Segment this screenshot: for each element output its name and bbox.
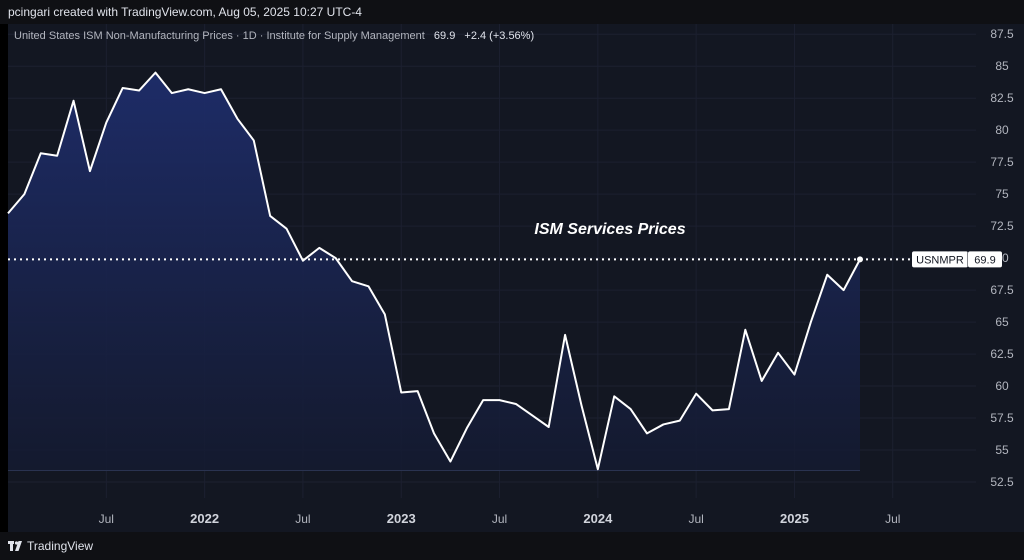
y-axis: 87.58582.58077.57572.57067.56562.56057.5… xyxy=(990,27,1014,489)
y-tick-label: 60 xyxy=(995,379,1009,393)
y-tick-label: 62.5 xyxy=(990,347,1014,361)
chart-attribution: pcingari created with TradingView.com, A… xyxy=(0,0,1024,24)
last-value-marker xyxy=(857,256,863,263)
x-tick-label: Jul xyxy=(885,512,900,526)
time-axis-panel[interactable] xyxy=(8,498,976,532)
y-tick-label: 52.5 xyxy=(990,475,1014,489)
last-value-box xyxy=(968,251,1002,268)
y-tick-label: 87.5 xyxy=(990,27,1014,41)
y-tick-label: 77.5 xyxy=(990,155,1014,169)
footer-bar: TradingView xyxy=(0,532,1024,560)
tradingview-logo-icon[interactable] xyxy=(8,541,22,551)
x-axis: Jul 2022 Jul 2023 Jul 2024 Jul 2025 Jul xyxy=(99,511,901,526)
x-tick-label: Jul xyxy=(492,512,507,526)
legend-title: United States ISM Non-Manufacturing Pric… xyxy=(14,30,425,42)
y-tick-label: 80 xyxy=(995,123,1009,137)
y-tick-label: 82.5 xyxy=(990,91,1014,105)
y-tick-label: 72.5 xyxy=(990,219,1014,233)
x-tick-label: Jul xyxy=(688,512,703,526)
y-tick-label: 75 xyxy=(995,187,1009,201)
legend-change: +2.4 (+3.56%) xyxy=(464,30,535,42)
x-tick-label: 2023 xyxy=(387,511,416,526)
y-tick-label: 55 xyxy=(995,443,1009,457)
y-tick-label: 67.5 xyxy=(990,283,1014,297)
last-value-label: 69.9 xyxy=(974,254,995,266)
legend-last-value: 69.9 xyxy=(433,30,456,42)
y-tick-label: 85 xyxy=(995,59,1009,73)
series-legend[interactable]: United States ISM Non-Manufacturing Pric… xyxy=(14,30,534,42)
y-tick-label: 57.5 xyxy=(990,411,1014,425)
tradingview-brand[interactable]: TradingView xyxy=(27,539,94,553)
price-axis-panel[interactable] xyxy=(976,24,1024,532)
area-layer xyxy=(8,72,860,471)
series-area xyxy=(8,72,860,471)
x-tick-label: 2022 xyxy=(190,511,219,526)
last-value-layer: USNMPR 69.9 xyxy=(8,251,1002,268)
x-tick-label: 2025 xyxy=(780,511,809,526)
line-layer xyxy=(7,71,861,471)
annotation-layer: ISM Services Prices xyxy=(534,221,685,238)
series-name-box xyxy=(912,251,968,268)
series-name-label: USNMPR xyxy=(916,254,964,266)
chart-annotation: ISM Services Prices xyxy=(534,221,685,238)
x-tick-label: Jul xyxy=(99,512,114,526)
x-tick-label: Jul xyxy=(295,512,310,526)
y-tick-label: 65 xyxy=(995,315,1009,329)
x-tick-label: 2024 xyxy=(583,511,613,526)
